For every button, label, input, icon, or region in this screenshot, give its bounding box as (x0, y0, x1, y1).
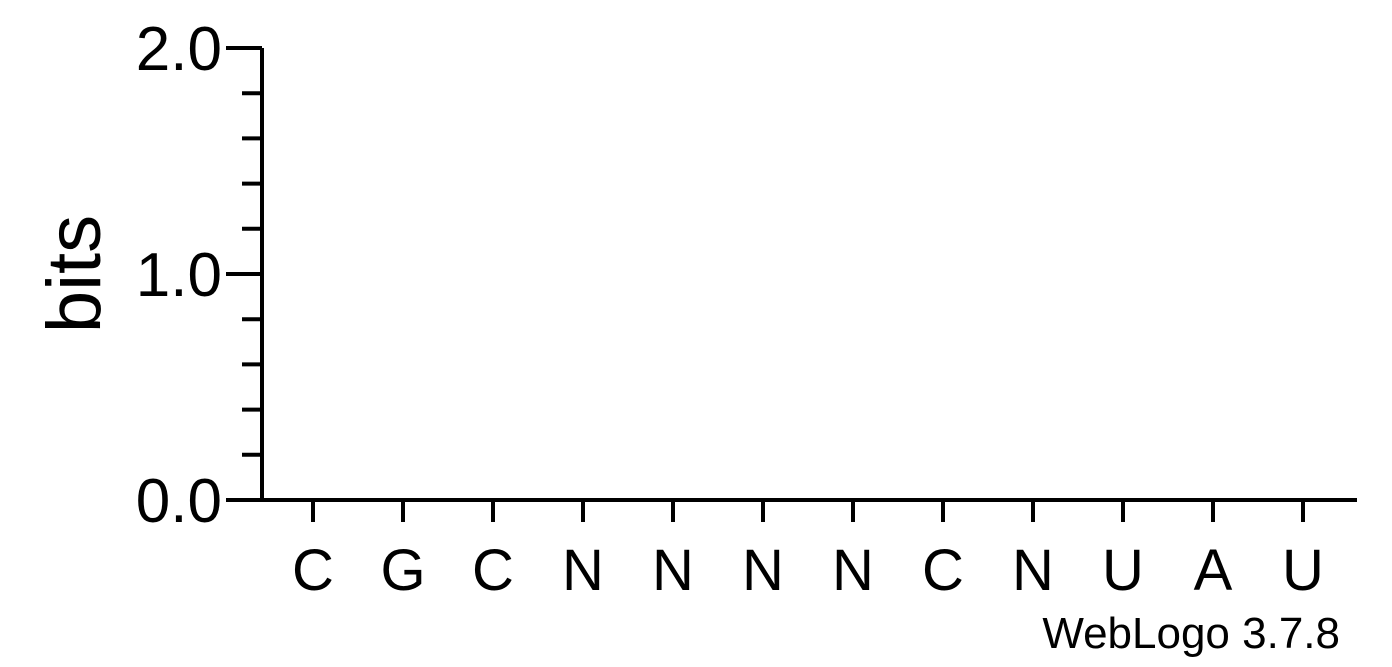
position-label: N (832, 538, 874, 603)
position-label: N (1012, 538, 1054, 603)
position-label: U (1102, 538, 1144, 603)
position-label: C (472, 538, 514, 603)
position-label: N (652, 538, 694, 603)
position-label: A (1194, 538, 1233, 603)
y-axis-title: bits (32, 215, 117, 333)
position-label: C (922, 538, 964, 603)
y-tick-label: 1.0 (136, 241, 222, 310)
position-label: N (742, 538, 784, 603)
position-label: C (292, 538, 334, 603)
weblogo-version-label: WebLogo 3.7.8 (1042, 609, 1340, 658)
position-label: G (380, 538, 425, 603)
y-tick-label: 2.0 (136, 15, 222, 84)
position-label: N (562, 538, 604, 603)
y-tick-label: 0.0 (136, 467, 222, 536)
y-axis: 0.0 1.0 2.0 (136, 15, 264, 536)
position-label: U (1282, 538, 1324, 603)
